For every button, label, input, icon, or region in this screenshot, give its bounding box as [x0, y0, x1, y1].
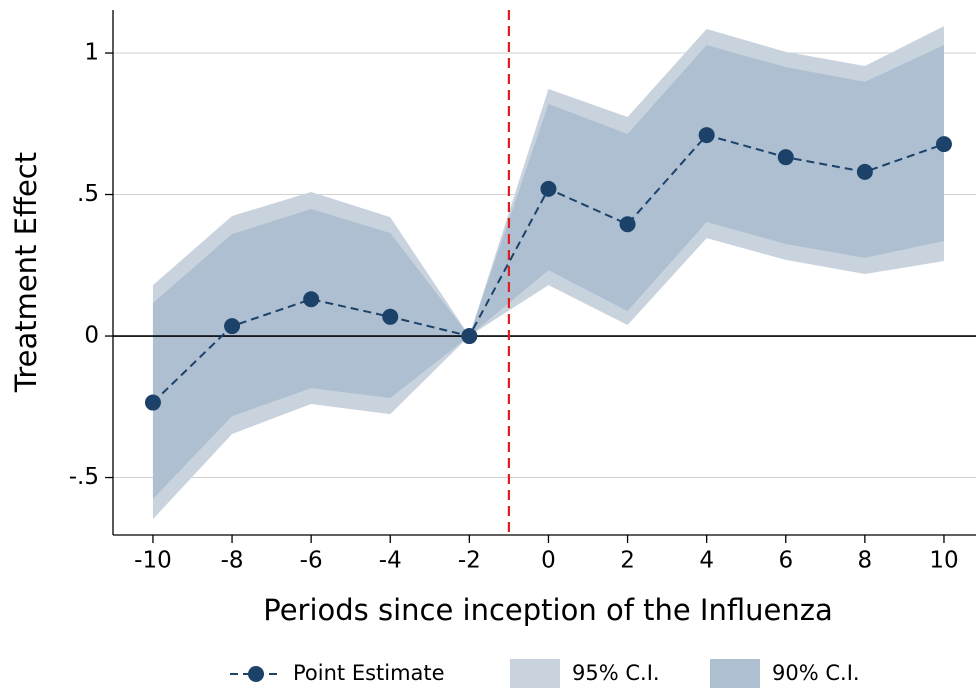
- legend-label: Point Estimate: [293, 661, 445, 685]
- x-tick-label: 10: [929, 548, 958, 574]
- x-tick-label: 2: [620, 548, 635, 574]
- y-tick-label: 1: [84, 40, 99, 66]
- legend-point: [248, 666, 264, 682]
- estimate-point: [540, 180, 557, 197]
- estimate-point: [777, 149, 794, 166]
- estimate-point: [619, 216, 636, 233]
- estimate-point: [856, 163, 873, 180]
- y-axis-title: Treatment Effect: [9, 152, 43, 393]
- legend-swatch: [510, 659, 560, 688]
- estimate-point: [224, 318, 241, 335]
- x-tick-label: 6: [778, 548, 793, 574]
- x-tick-label: -6: [300, 548, 323, 574]
- y-tick-label: .5: [77, 181, 99, 207]
- x-tick-label: -4: [379, 548, 402, 574]
- x-tick-label: -2: [458, 548, 481, 574]
- ci-band: [152, 45, 944, 500]
- legend-label: 95% C.I.: [572, 661, 660, 685]
- estimate-point: [935, 136, 952, 153]
- estimate-point: [461, 328, 478, 345]
- x-tick-label: 4: [699, 548, 714, 574]
- legend-label: 90% C.I.: [772, 661, 860, 685]
- x-tick-label: -10: [134, 548, 172, 574]
- estimate-point: [698, 127, 715, 144]
- x-axis-title: Periods since inception of the Influenza: [263, 593, 832, 627]
- x-tick-label: 0: [541, 548, 556, 574]
- estimate-point: [303, 291, 320, 308]
- x-tick-label: 8: [858, 548, 873, 574]
- legend-swatch: [710, 659, 760, 688]
- y-tick-label: -.5: [69, 464, 99, 490]
- estimate-point: [144, 394, 161, 411]
- y-tick-label: 0: [84, 323, 99, 349]
- estimate-point: [382, 308, 399, 325]
- x-tick-label: -8: [221, 548, 244, 574]
